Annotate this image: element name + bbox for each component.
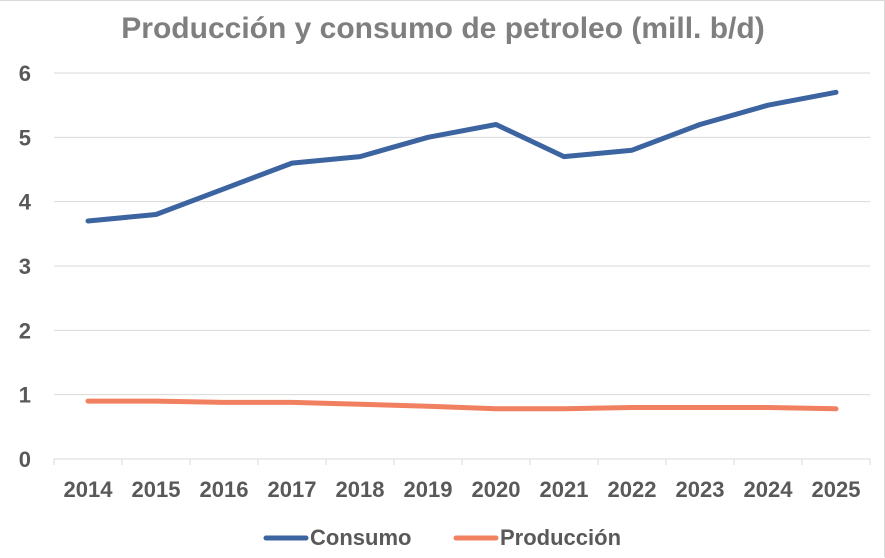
y-tick-label: 0 xyxy=(19,447,31,472)
x-tick-label: 2020 xyxy=(472,477,521,502)
x-tick-label: 2025 xyxy=(812,477,861,502)
x-tick-label: 2017 xyxy=(268,477,317,502)
y-tick-label: 5 xyxy=(19,125,31,150)
x-tick-label: 2016 xyxy=(200,477,249,502)
y-tick-label: 2 xyxy=(19,318,31,343)
x-tick-label: 2022 xyxy=(608,477,657,502)
legend-label: Producción xyxy=(500,525,621,550)
legend-label: Consumo xyxy=(310,525,411,550)
y-tick-label: 1 xyxy=(19,383,31,408)
y-tick-label: 4 xyxy=(19,190,32,215)
x-tick-label: 2014 xyxy=(64,477,114,502)
x-axis-tick-labels: 2014 2015 2016 2017 2018 2019 2020 2021 2022 2023… xyxy=(64,477,861,502)
series-lines xyxy=(85,89,839,412)
x-tick-label: 2018 xyxy=(336,477,385,502)
series-line-consumo xyxy=(85,89,839,224)
x-tick-label: 2015 xyxy=(132,477,181,502)
series-line-produccin xyxy=(85,398,839,412)
x-tick-label: 2019 xyxy=(404,477,453,502)
y-axis-tick-labels: 0 1 2 3 4 5 6 xyxy=(19,61,32,472)
y-tick-label: 6 xyxy=(19,61,31,86)
x-tick-label: 2021 xyxy=(540,477,589,502)
y-tick-label: 3 xyxy=(19,254,31,279)
x-tick-label: 2024 xyxy=(744,477,794,502)
x-axis-tick-marks xyxy=(53,459,871,465)
x-tick-label: 2023 xyxy=(676,477,725,502)
chart-title: Producción y consumo de petroleo (mill. … xyxy=(121,12,764,45)
legend: Consumo Producción xyxy=(263,525,621,550)
